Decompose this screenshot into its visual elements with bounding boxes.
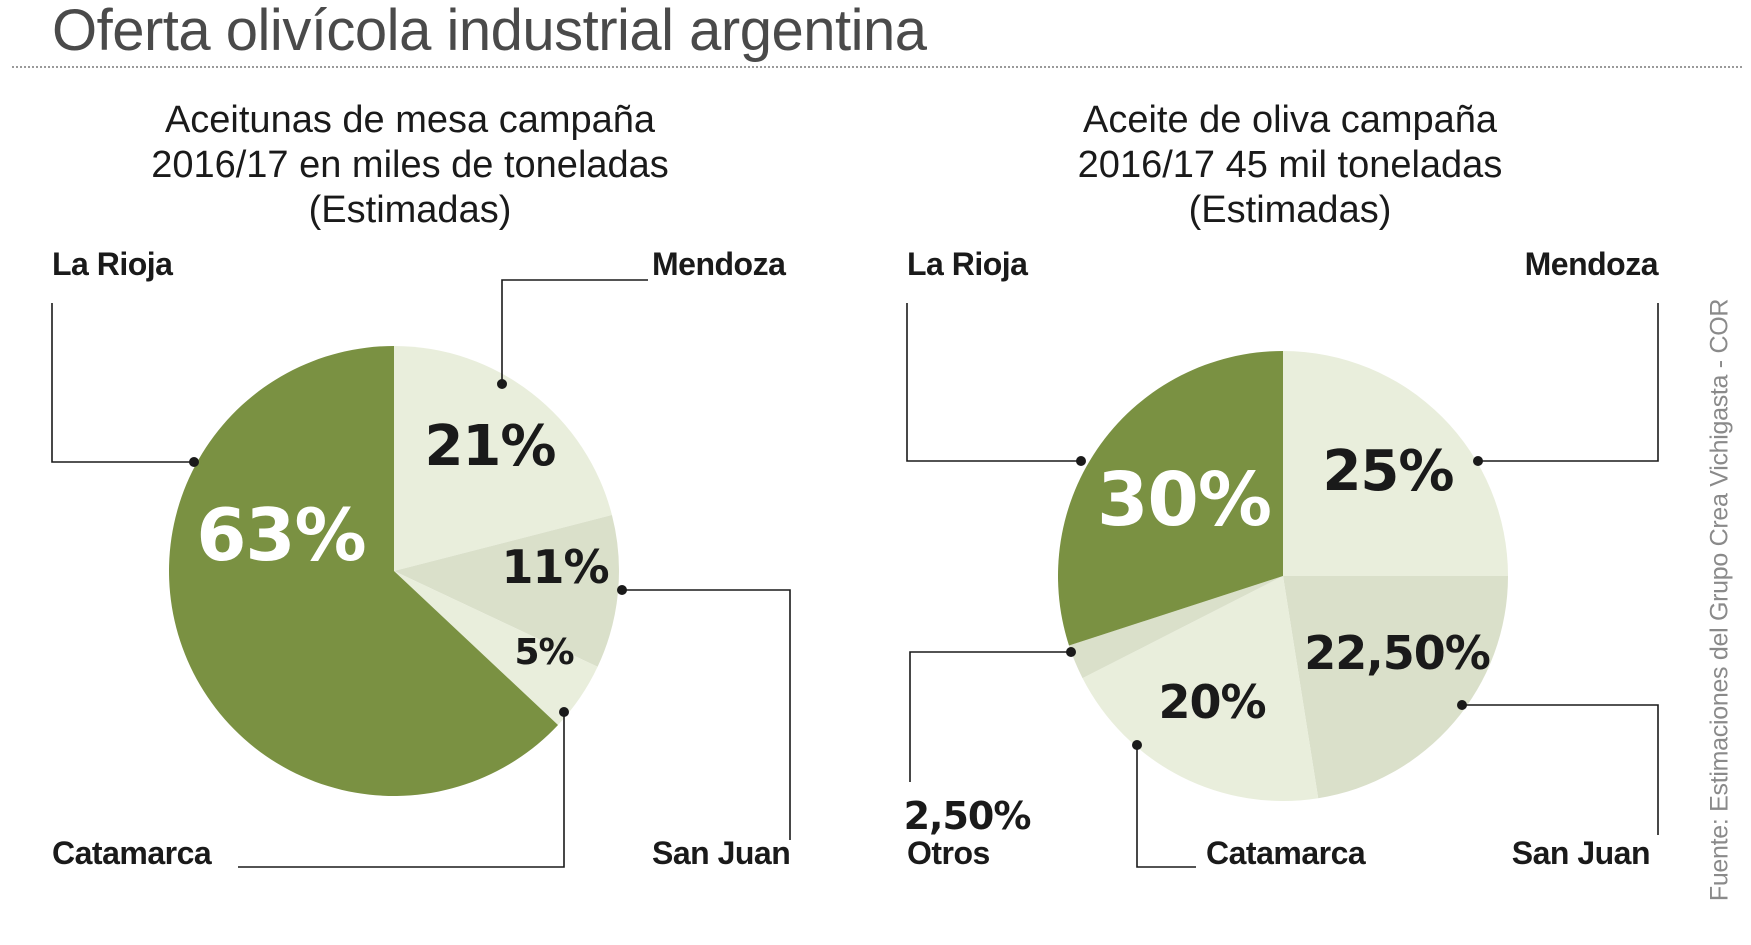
pie-2-slice-la-rioja (1057, 351, 1283, 646)
pie-1-leader-dot-la-rioja (189, 457, 199, 467)
pie-2-leader-dot-san-juan (1457, 700, 1467, 710)
pie-2-name-label-la-rioja: La Rioja (907, 246, 1028, 282)
pie-1-slice-mendoza (394, 346, 612, 571)
pie-1-value-label-san-juan: 11% (501, 540, 608, 594)
pie-1-slice-la-rioja (168, 346, 559, 796)
pie-2-leader-san-juan (1462, 704, 1659, 835)
pie-2-value-label-mendoza: 25% (1322, 439, 1453, 504)
pie-2-leader-dot-mendoza (1473, 456, 1483, 466)
pie-2-leader-catamarca (1136, 745, 1196, 868)
pie-1-value-label-mendoza: 21% (424, 414, 555, 479)
pie-1-leader-san-juan (622, 589, 791, 840)
pie-1-leader-dot-san-juan (617, 585, 627, 595)
pie-1-name-label-san-juan: San Juan (652, 835, 790, 871)
pie-1-slice-catamarca (394, 571, 598, 726)
pie-1-leader-dot-catamarca (559, 707, 569, 717)
pie-1-name-label-mendoza: Mendoza (652, 246, 786, 282)
pie-1-value-label-catamarca: 5% (514, 632, 573, 673)
pie-2-name-label-catamarca: Catamarca (1206, 835, 1366, 871)
pie-2-value-label-la-rioja: 30% (1097, 457, 1271, 543)
pie-2-value-label-otros: 2,50% (904, 794, 1031, 838)
chart-2-title-line-1: Aceite de oliva campaña (1082, 99, 1498, 141)
pie-1-slice-san-juan (394, 515, 620, 667)
pie-2-leader-dot-otros (1066, 647, 1076, 657)
chart-2-title: Aceite de oliva campaña 2016/17 45 mil t… (990, 98, 1590, 233)
pie-chart-2: 25% 22,50% 20% 2,50% 30% Mendoza San Juan Catam… (904, 246, 1660, 871)
chart-1-title: Aceitunas de mesa campaña 2016/17 en mil… (110, 98, 710, 233)
pie-1-value-label-la-rioja: 63% (196, 493, 365, 577)
chart-2-title-line-2: 2016/17 45 mil toneladas (1077, 144, 1503, 186)
pie-chart-1: 21% 11% 5% 63% Mendoza San Juan Catamarca La Ri… (51, 246, 791, 871)
pie-2-slice-san-juan (1283, 576, 1508, 799)
chart-2-title-line-3: (Estimadas) (1188, 189, 1392, 231)
pie-1-leader-catamarca (238, 712, 565, 868)
chart-1-title-line-3: (Estimadas) (308, 189, 512, 231)
pie-2-slice-mendoza (1283, 351, 1508, 576)
pie-1-leader-mendoza (501, 279, 648, 384)
pie-1-name-label-la-rioja: La Rioja (52, 246, 173, 282)
pie-1-leader-la-rioja (51, 303, 194, 463)
pie-1-name-label-catamarca: Catamarca (52, 835, 212, 871)
pie-1-leader-dot-mendoza (497, 379, 507, 389)
pie-2-leader-la-rioja (906, 303, 1081, 462)
pie-2-name-label-mendoza: Mendoza (1525, 246, 1659, 282)
pie-2-leader-dot-catamarca (1132, 740, 1142, 750)
pie-2-name-label-san-juan: San Juan (1512, 835, 1650, 871)
chart-1-title-line-2: 2016/17 en miles de toneladas (151, 144, 669, 186)
chart-1-title-line-1: Aceitunas de mesa campaña (164, 99, 656, 141)
pie-2-leader-otros (909, 651, 1071, 782)
title-divider (12, 66, 1742, 68)
pie-2-value-label-san-juan: 22,50% (1304, 626, 1490, 680)
pie-2-leader-mendoza (1478, 303, 1659, 462)
page-title: Oferta olivícola industrial argentina (52, 0, 927, 63)
pie-2-slice-otros (1069, 576, 1283, 679)
pie-2-value-label-catamarca: 20% (1158, 675, 1265, 729)
pie-2-name-label-otros: Otros (907, 835, 990, 871)
pie-2-leader-dot-la-rioja (1076, 456, 1086, 466)
source-note: Fuente: Estimaciones del Grupo Crea Vich… (1705, 298, 1734, 902)
